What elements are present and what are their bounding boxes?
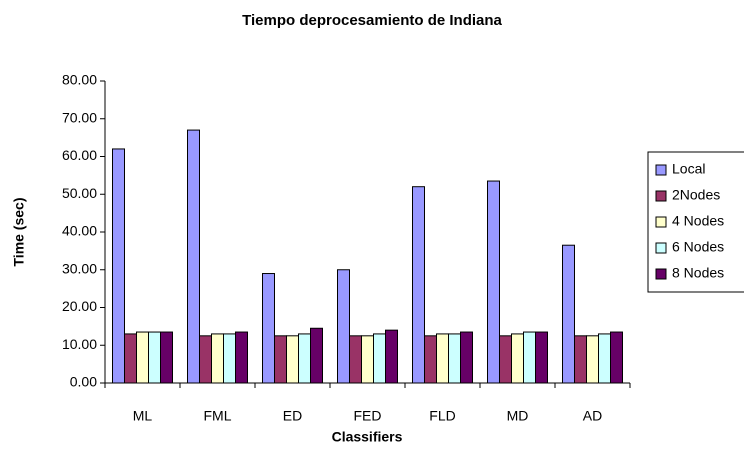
y-tick-label: 0.00 (70, 374, 97, 390)
legend-label: 6 Nodes (672, 239, 724, 255)
bar (262, 273, 275, 384)
bar (523, 331, 536, 384)
y-tick-label: 50.00 (62, 185, 97, 201)
bar (574, 335, 587, 384)
legend-swatch (655, 164, 667, 176)
bar (223, 333, 236, 384)
bar (511, 333, 524, 384)
y-tick-label: 20.00 (62, 298, 97, 314)
x-tick-label: ML (133, 408, 153, 424)
x-tick-label: AD (583, 408, 602, 424)
bar (562, 244, 575, 384)
bar (373, 333, 386, 384)
legend-swatch (655, 216, 667, 228)
bar (448, 333, 461, 384)
legend-swatch (655, 268, 667, 280)
bar (298, 333, 311, 384)
bar (499, 335, 512, 384)
bar (187, 129, 200, 384)
y-tick-label: 80.00 (62, 72, 97, 88)
y-tick-label: 70.00 (62, 109, 97, 125)
legend-label: 4 Nodes (672, 213, 724, 229)
chart-title: Tiempo deprocesamiento de Indiana (242, 12, 502, 29)
bar (598, 333, 611, 384)
bar (310, 327, 323, 384)
x-tick-label: FLD (429, 408, 455, 424)
legend-label: Local (672, 161, 705, 177)
y-tick-label: 30.00 (62, 260, 97, 276)
y-tick-label: 10.00 (62, 336, 97, 352)
bar (385, 329, 398, 384)
bar (211, 333, 224, 384)
x-tick-label: FED (354, 408, 382, 424)
bar (160, 331, 173, 384)
bar (235, 331, 248, 384)
bar (460, 331, 473, 384)
x-axis-label: Classifiers (332, 429, 403, 445)
bar (124, 333, 137, 384)
legend-label: 8 Nodes (672, 265, 724, 281)
y-axis-label: Time (sec) (11, 198, 27, 267)
bar (337, 269, 350, 384)
bar (361, 335, 374, 384)
y-tick-label: 40.00 (62, 223, 97, 239)
bar (412, 186, 425, 384)
bar (610, 331, 623, 384)
bar (148, 331, 161, 384)
x-tick-label: FML (204, 408, 232, 424)
bar (199, 335, 212, 384)
bar (349, 335, 362, 384)
bar (112, 148, 125, 384)
bar (136, 331, 149, 384)
x-tick-label: ED (283, 408, 302, 424)
legend-label: 2Nodes (672, 187, 720, 203)
bar (424, 335, 437, 384)
legend-swatch (655, 242, 667, 254)
y-tick-label: 60.00 (62, 147, 97, 163)
x-tick-label: MD (507, 408, 529, 424)
bar (436, 333, 449, 384)
bar (286, 335, 299, 384)
legend-swatch (655, 190, 667, 202)
bar (487, 180, 500, 384)
bar (535, 331, 548, 384)
bar (274, 335, 287, 384)
bar (586, 335, 599, 384)
